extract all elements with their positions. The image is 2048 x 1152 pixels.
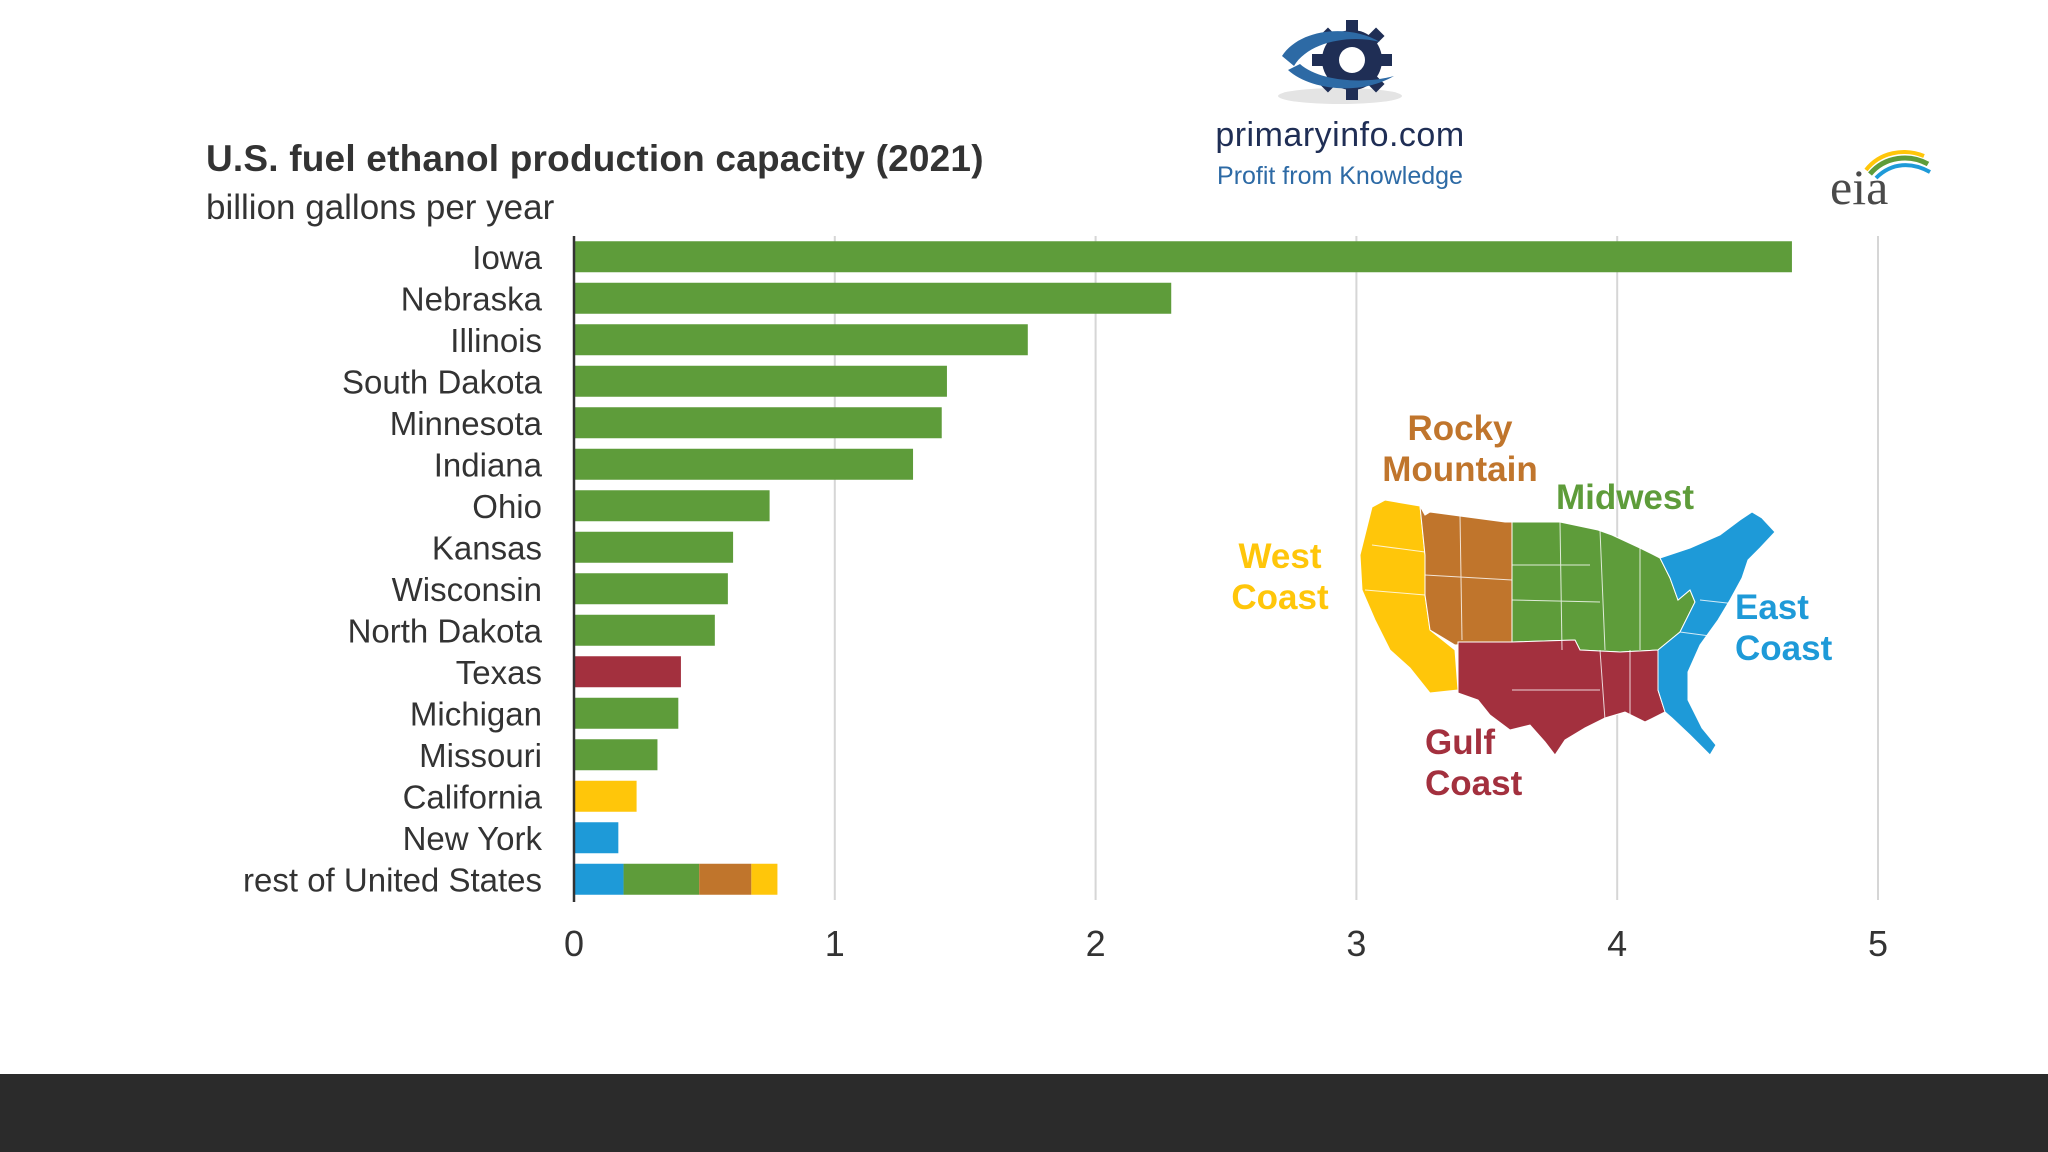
- bar-segment: [751, 863, 778, 895]
- chart-title: U.S. fuel ethanol production capacity (2…: [206, 138, 984, 179]
- category-label: Iowa: [472, 239, 542, 276]
- bar-segment: [574, 614, 715, 646]
- eia-logo: eia: [1830, 150, 1931, 220]
- map-midwest: [1511, 521, 1696, 653]
- map-label-east-coast: East Coast: [1735, 587, 1855, 669]
- bar-segment: [699, 863, 752, 895]
- eia-logo-text: eia: [1830, 159, 1889, 215]
- category-label: Indiana: [434, 446, 543, 483]
- category-label: Illinois: [450, 322, 542, 359]
- map-label-line: East: [1735, 588, 1809, 627]
- x-tick-label: 0: [564, 923, 584, 964]
- us-regions-map: [1359, 499, 1776, 756]
- x-tick-label: 4: [1607, 923, 1627, 964]
- brand-tagline: Profit from Knowledge: [1217, 162, 1463, 190]
- tick-labels: 0 1 2 3 4 5: [564, 923, 1888, 964]
- brand-logo: primaryinfo.com Profit from Knowledge: [1190, 20, 1490, 195]
- bar-segment: [574, 697, 679, 729]
- category-label: North Dakota: [348, 612, 543, 649]
- map-label-line: West: [1238, 537, 1322, 576]
- x-tick-label: 3: [1346, 923, 1366, 964]
- x-tick-label: 1: [825, 923, 845, 964]
- map-east-coast: [1657, 511, 1776, 756]
- bar-segment: [623, 863, 700, 895]
- category-label: rest of United States: [243, 861, 542, 898]
- category-label: Nebraska: [401, 280, 543, 317]
- map-label-rocky-mountain: Rocky Mountain: [1370, 408, 1550, 490]
- bar-segment: [574, 531, 734, 563]
- category-label: Michigan: [410, 695, 542, 732]
- map-label-west-coast: West Coast: [1220, 536, 1340, 618]
- map-label-line: Coast: [1735, 629, 1833, 668]
- category-label: Wisconsin: [392, 571, 542, 608]
- category-label: Kansas: [432, 529, 542, 566]
- map-label-line: Midwest: [1555, 478, 1695, 517]
- bar-segment: [574, 365, 947, 397]
- bar-segment: [574, 739, 658, 771]
- bar-segment: [574, 282, 1172, 314]
- bar-segment: [574, 407, 942, 439]
- bar-segment: [574, 573, 728, 605]
- bar-segment: [574, 822, 619, 854]
- map-label-midwest: Midwest: [1545, 477, 1705, 518]
- map-label-gulf-coast: Gulf Coast: [1425, 722, 1545, 804]
- map-label-line: Coast: [1231, 578, 1329, 617]
- map-label-line: Gulf: [1425, 723, 1495, 762]
- bar-segment: [574, 324, 1028, 356]
- bar-segment: [574, 780, 637, 812]
- bottom-bar: [0, 1074, 2048, 1152]
- category-label: Minnesota: [390, 405, 543, 442]
- category-label: New York: [403, 820, 543, 857]
- bar-segment: [574, 490, 770, 522]
- map-label-line: Mountain: [1382, 450, 1538, 489]
- map-label-line: Rocky: [1407, 409, 1513, 448]
- map-label-line: Coast: [1425, 764, 1523, 803]
- gear-globe-icon: [1278, 20, 1402, 104]
- bar-segment: [574, 241, 1792, 273]
- category-label: Ohio: [472, 488, 542, 525]
- bar-chart: Iowa Nebraska Illinois South Dakota Minnesot…: [243, 236, 1888, 964]
- x-tick-label: 2: [1086, 923, 1106, 964]
- brand-name: primaryinfo.com: [1215, 116, 1465, 154]
- chart-subtitle: billion gallons per year: [206, 188, 555, 227]
- category-label: South Dakota: [342, 363, 543, 400]
- bar-segment: [574, 656, 681, 688]
- bar-segment: [574, 863, 624, 895]
- x-tick-label: 5: [1868, 923, 1888, 964]
- category-labels: Iowa Nebraska Illinois South Dakota Minnesot…: [243, 239, 543, 899]
- bar-segment: [574, 448, 914, 480]
- eia-swoosh-icon: [1864, 150, 1931, 180]
- category-label: Texas: [456, 654, 542, 691]
- category-label: Missouri: [419, 737, 542, 774]
- bars: [574, 241, 1792, 895]
- category-label: California: [403, 778, 543, 815]
